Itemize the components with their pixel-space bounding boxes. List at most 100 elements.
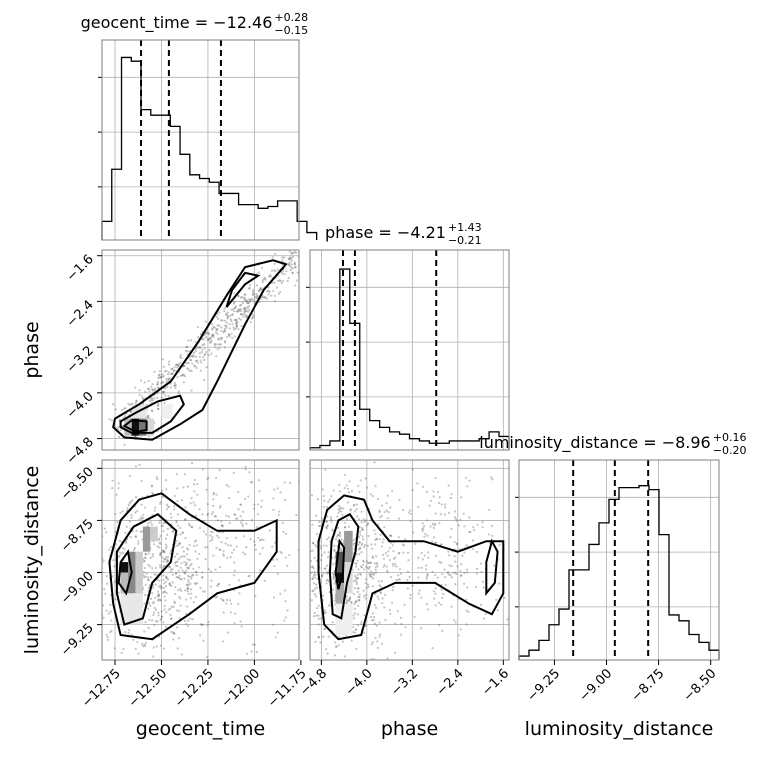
sample-point: [305, 574, 307, 576]
sample-point: [306, 613, 308, 615]
sample-point: [271, 545, 274, 548]
sample-point: [156, 386, 160, 389]
sample-point: [327, 500, 330, 504]
sample-point: [168, 565, 171, 568]
sample-point: [144, 553, 147, 556]
sample-point: [145, 572, 148, 575]
sample-point: [147, 552, 150, 555]
sample-point: [404, 626, 407, 629]
sample-point: [277, 513, 280, 516]
sample-point: [248, 471, 251, 474]
sample-point: [302, 539, 304, 541]
sample-point: [417, 556, 420, 559]
sample-point: [143, 559, 146, 563]
sample-point: [218, 565, 221, 569]
sample-point: [245, 522, 248, 525]
sample-point: [174, 384, 177, 387]
sample-point: [253, 643, 257, 646]
sample-point: [173, 600, 176, 603]
sample-point: [373, 529, 376, 532]
sample-point: [216, 584, 219, 587]
sample-point: [431, 522, 434, 525]
sample-point: [337, 533, 340, 536]
sample-point: [305, 544, 307, 546]
sample-point: [165, 577, 168, 580]
sample-point: [173, 381, 176, 385]
sample-point: [142, 573, 145, 577]
sample-point: [426, 519, 429, 522]
sample-point: [255, 296, 258, 299]
sample-point: [466, 571, 469, 574]
sample-point: [425, 577, 428, 580]
sample-point: [190, 389, 193, 392]
sample-point: [359, 479, 362, 482]
sample-point: [363, 613, 366, 617]
sample-point: [358, 593, 361, 596]
sample-point: [307, 629, 309, 631]
sample-point: [159, 375, 162, 379]
sample-point: [228, 323, 231, 326]
sample-point: [238, 304, 242, 307]
sample-point: [148, 602, 151, 605]
sample-point: [313, 593, 316, 596]
sample-point: [177, 576, 180, 579]
sample-point: [117, 482, 120, 485]
sample-point: [380, 545, 383, 548]
sample-point: [203, 590, 206, 593]
sample-point: [192, 355, 195, 358]
sample-point: [432, 590, 435, 593]
hist-panel-phase: [306, 249, 510, 451]
sample-point: [171, 581, 174, 584]
sample-point: [260, 538, 263, 541]
sample-point: [226, 556, 229, 559]
sample-point: [135, 400, 138, 403]
sample-point: [220, 337, 223, 340]
sample-point: [193, 540, 197, 543]
sample-point: [186, 361, 189, 365]
sample-point: [374, 571, 378, 574]
sample-point: [194, 570, 198, 573]
sample-point: [293, 614, 295, 616]
sample-point: [240, 309, 243, 313]
sample-point: [358, 517, 361, 521]
sample-point: [176, 524, 180, 527]
sample-point: [160, 586, 163, 589]
sample-point: [322, 594, 325, 597]
sample-point: [372, 616, 376, 619]
sample-point: [358, 490, 361, 494]
sample-point: [142, 397, 145, 400]
sample-point: [187, 523, 191, 526]
sample-point: [205, 331, 208, 334]
sample-point: [195, 359, 199, 362]
sample-point: [348, 597, 351, 600]
sample-point: [155, 645, 158, 648]
sample-point: [244, 468, 247, 471]
sample-point: [213, 342, 216, 345]
sample-point: [488, 508, 491, 512]
sample-point: [315, 514, 318, 517]
sample-point: [247, 575, 250, 578]
sample-point: [493, 564, 496, 567]
sample-point: [159, 500, 162, 504]
sample-point: [343, 526, 347, 529]
sample-point: [215, 595, 218, 598]
sample-point: [288, 250, 291, 253]
sample-point: [215, 534, 219, 537]
sample-point: [326, 524, 329, 527]
sample-point: [228, 335, 231, 338]
sample-point: [147, 435, 151, 438]
sample-point: [319, 641, 322, 644]
sample-point: [199, 369, 202, 372]
sample-point: [310, 494, 314, 497]
sample-point: [438, 502, 441, 505]
sample-point: [210, 339, 213, 342]
sample-point: [225, 324, 228, 328]
sample-point: [235, 310, 238, 313]
sample-point: [175, 363, 178, 366]
sample-point: [161, 495, 164, 499]
sample-point: [333, 582, 336, 585]
sample-point: [179, 597, 182, 600]
sample-point: [449, 496, 452, 500]
sample-point: [127, 402, 130, 405]
sample-point: [327, 635, 330, 638]
